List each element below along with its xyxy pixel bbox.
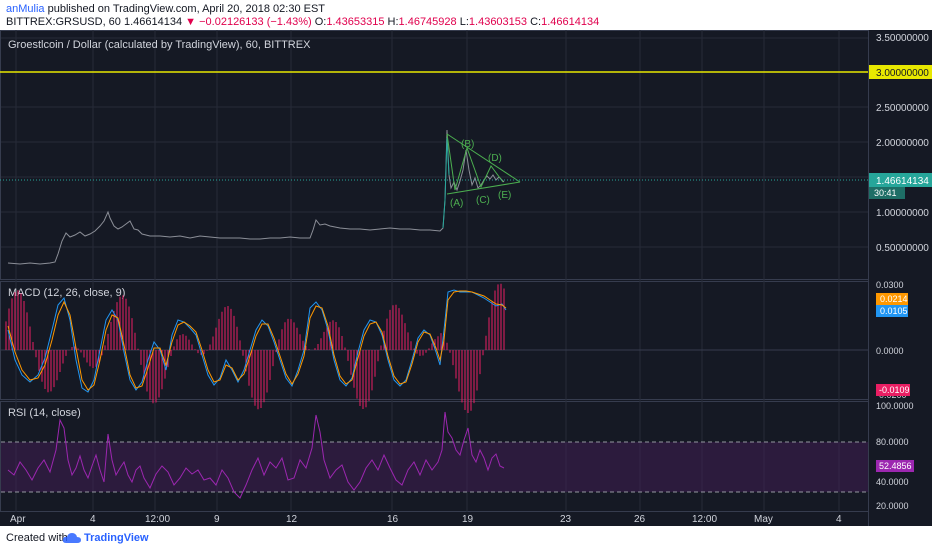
tradingview-cloud-icon — [62, 533, 81, 543]
macd-title: MACD (12, 26, close, 9) — [8, 287, 125, 299]
time-tick: 4 — [90, 514, 96, 525]
time-tick: May — [754, 514, 773, 525]
last-price-text: 1.46614134 — [876, 176, 929, 187]
time-axis[interactable]: Apr 4 12:00 9 12 16 19 23 26 12:00 May 4 — [10, 514, 842, 525]
time-tick: 4 — [836, 514, 842, 525]
macd-line-value: 0.0105 — [880, 306, 908, 316]
macd-line-tag — [876, 305, 908, 317]
low-value: 1.43603153 — [468, 16, 528, 28]
label-b: (B) — [461, 139, 474, 150]
publish-text: published on TradingView.com, April 20, … — [44, 3, 326, 15]
price-tick: 2.00000000 — [876, 138, 929, 149]
main-pane-title: Groestlcoin / Dollar (calculated by Trad… — [8, 39, 311, 51]
hline-price-text: 3.00000000 — [876, 68, 929, 79]
price-series-up — [442, 137, 450, 229]
rsi-tick: 100.0000 — [876, 401, 914, 411]
hline-price-tag — [869, 65, 932, 79]
time-tick: 12:00 — [145, 514, 170, 525]
price-tick: 2.50000000 — [876, 103, 929, 114]
time-tick: 19 — [462, 514, 474, 525]
macd-hist-value: -0.0109 — [879, 385, 910, 395]
macd-signal-tag — [876, 293, 908, 305]
publish-info: anMulia published on TradingView.com, Ap… — [6, 3, 325, 15]
rsi-tick: 80.0000 — [876, 437, 909, 447]
chart-canvas[interactable]: Groestlcoin / Dollar (calculated by Trad… — [0, 30, 932, 526]
countdown-text: 30:41 — [874, 188, 897, 198]
price-series — [7, 129, 505, 265]
chart-header: anMulia published on TradingView.com, Ap… — [0, 0, 932, 30]
macd-tick: 0.0000 — [876, 346, 904, 356]
last-price-tag — [869, 173, 932, 187]
macd-hist-tag — [876, 384, 910, 396]
footer: Created with TradingView — [0, 526, 932, 550]
author-link[interactable]: anMulia — [6, 3, 45, 15]
price-change: ▼ −0.02126133 (−1.43%) — [185, 16, 312, 28]
price-tick: 1.00000000 — [876, 208, 929, 219]
main-price-axis[interactable]: 3.50000000 2.50000000 2.00000000 1.00000… — [876, 33, 929, 254]
macd-histogram — [5, 283, 505, 413]
label-a: (A) — [450, 198, 463, 209]
price-tick: 3.50000000 — [876, 33, 929, 44]
countdown-tag — [869, 187, 905, 199]
rsi-axis[interactable]: 100.0000 80.0000 40.0000 20.0000 — [876, 401, 914, 511]
rsi-title: RSI (14, close) — [8, 407, 81, 419]
last-price: 1.46614134 — [123, 16, 183, 28]
macd-line — [7, 289, 507, 393]
macd-signal-value: 0.0214 — [880, 294, 908, 304]
time-tick: 26 — [634, 514, 646, 525]
time-tick: 12:00 — [692, 514, 717, 525]
symbol-label: BITTREX:GRSUSD, 60 — [6, 16, 121, 28]
open-label: O: — [314, 16, 327, 28]
low-label: L: — [459, 16, 469, 28]
high-label: H: — [387, 16, 399, 28]
time-tick: 23 — [560, 514, 572, 525]
close-label: C: — [530, 16, 542, 28]
macd-tick: 0.0300 — [876, 280, 904, 290]
ohlc-legend: BITTREX:GRSUSD, 60 1.46614134 ▼ −0.02126… — [6, 16, 599, 28]
created-with-text: Created with — [6, 532, 68, 544]
rsi-value-tag — [876, 460, 914, 472]
time-tick: Apr — [10, 514, 26, 525]
time-tick: 9 — [214, 514, 220, 525]
label-d: (D) — [488, 153, 502, 164]
open-value: 1.43653315 — [326, 16, 385, 28]
time-tick: 12 — [286, 514, 298, 525]
main-pane[interactable] — [0, 30, 869, 280]
label-c: (C) — [476, 195, 490, 206]
close-value: 1.46614134 — [541, 16, 600, 28]
triangle-pattern[interactable] — [446, 133, 521, 195]
tradingview-brand-link[interactable]: TradingView — [84, 532, 149, 544]
rsi-tick: 40.0000 — [876, 477, 909, 487]
rsi-value: 52.4856 — [879, 461, 912, 471]
high-value: 1.46745928 — [398, 16, 457, 28]
price-tick: 0.50000000 — [876, 243, 929, 254]
pattern-labels: (A) (B) (C) (D) (E) — [450, 139, 511, 209]
label-e: (E) — [498, 190, 511, 201]
rsi-line — [7, 411, 505, 499]
grid — [1, 30, 868, 512]
rsi-tick: 20.0000 — [876, 501, 909, 511]
time-tick: 16 — [387, 514, 399, 525]
macd-signal-line — [7, 290, 507, 391]
chart-svg[interactable]: Groestlcoin / Dollar (calculated by Trad… — [0, 30, 932, 526]
